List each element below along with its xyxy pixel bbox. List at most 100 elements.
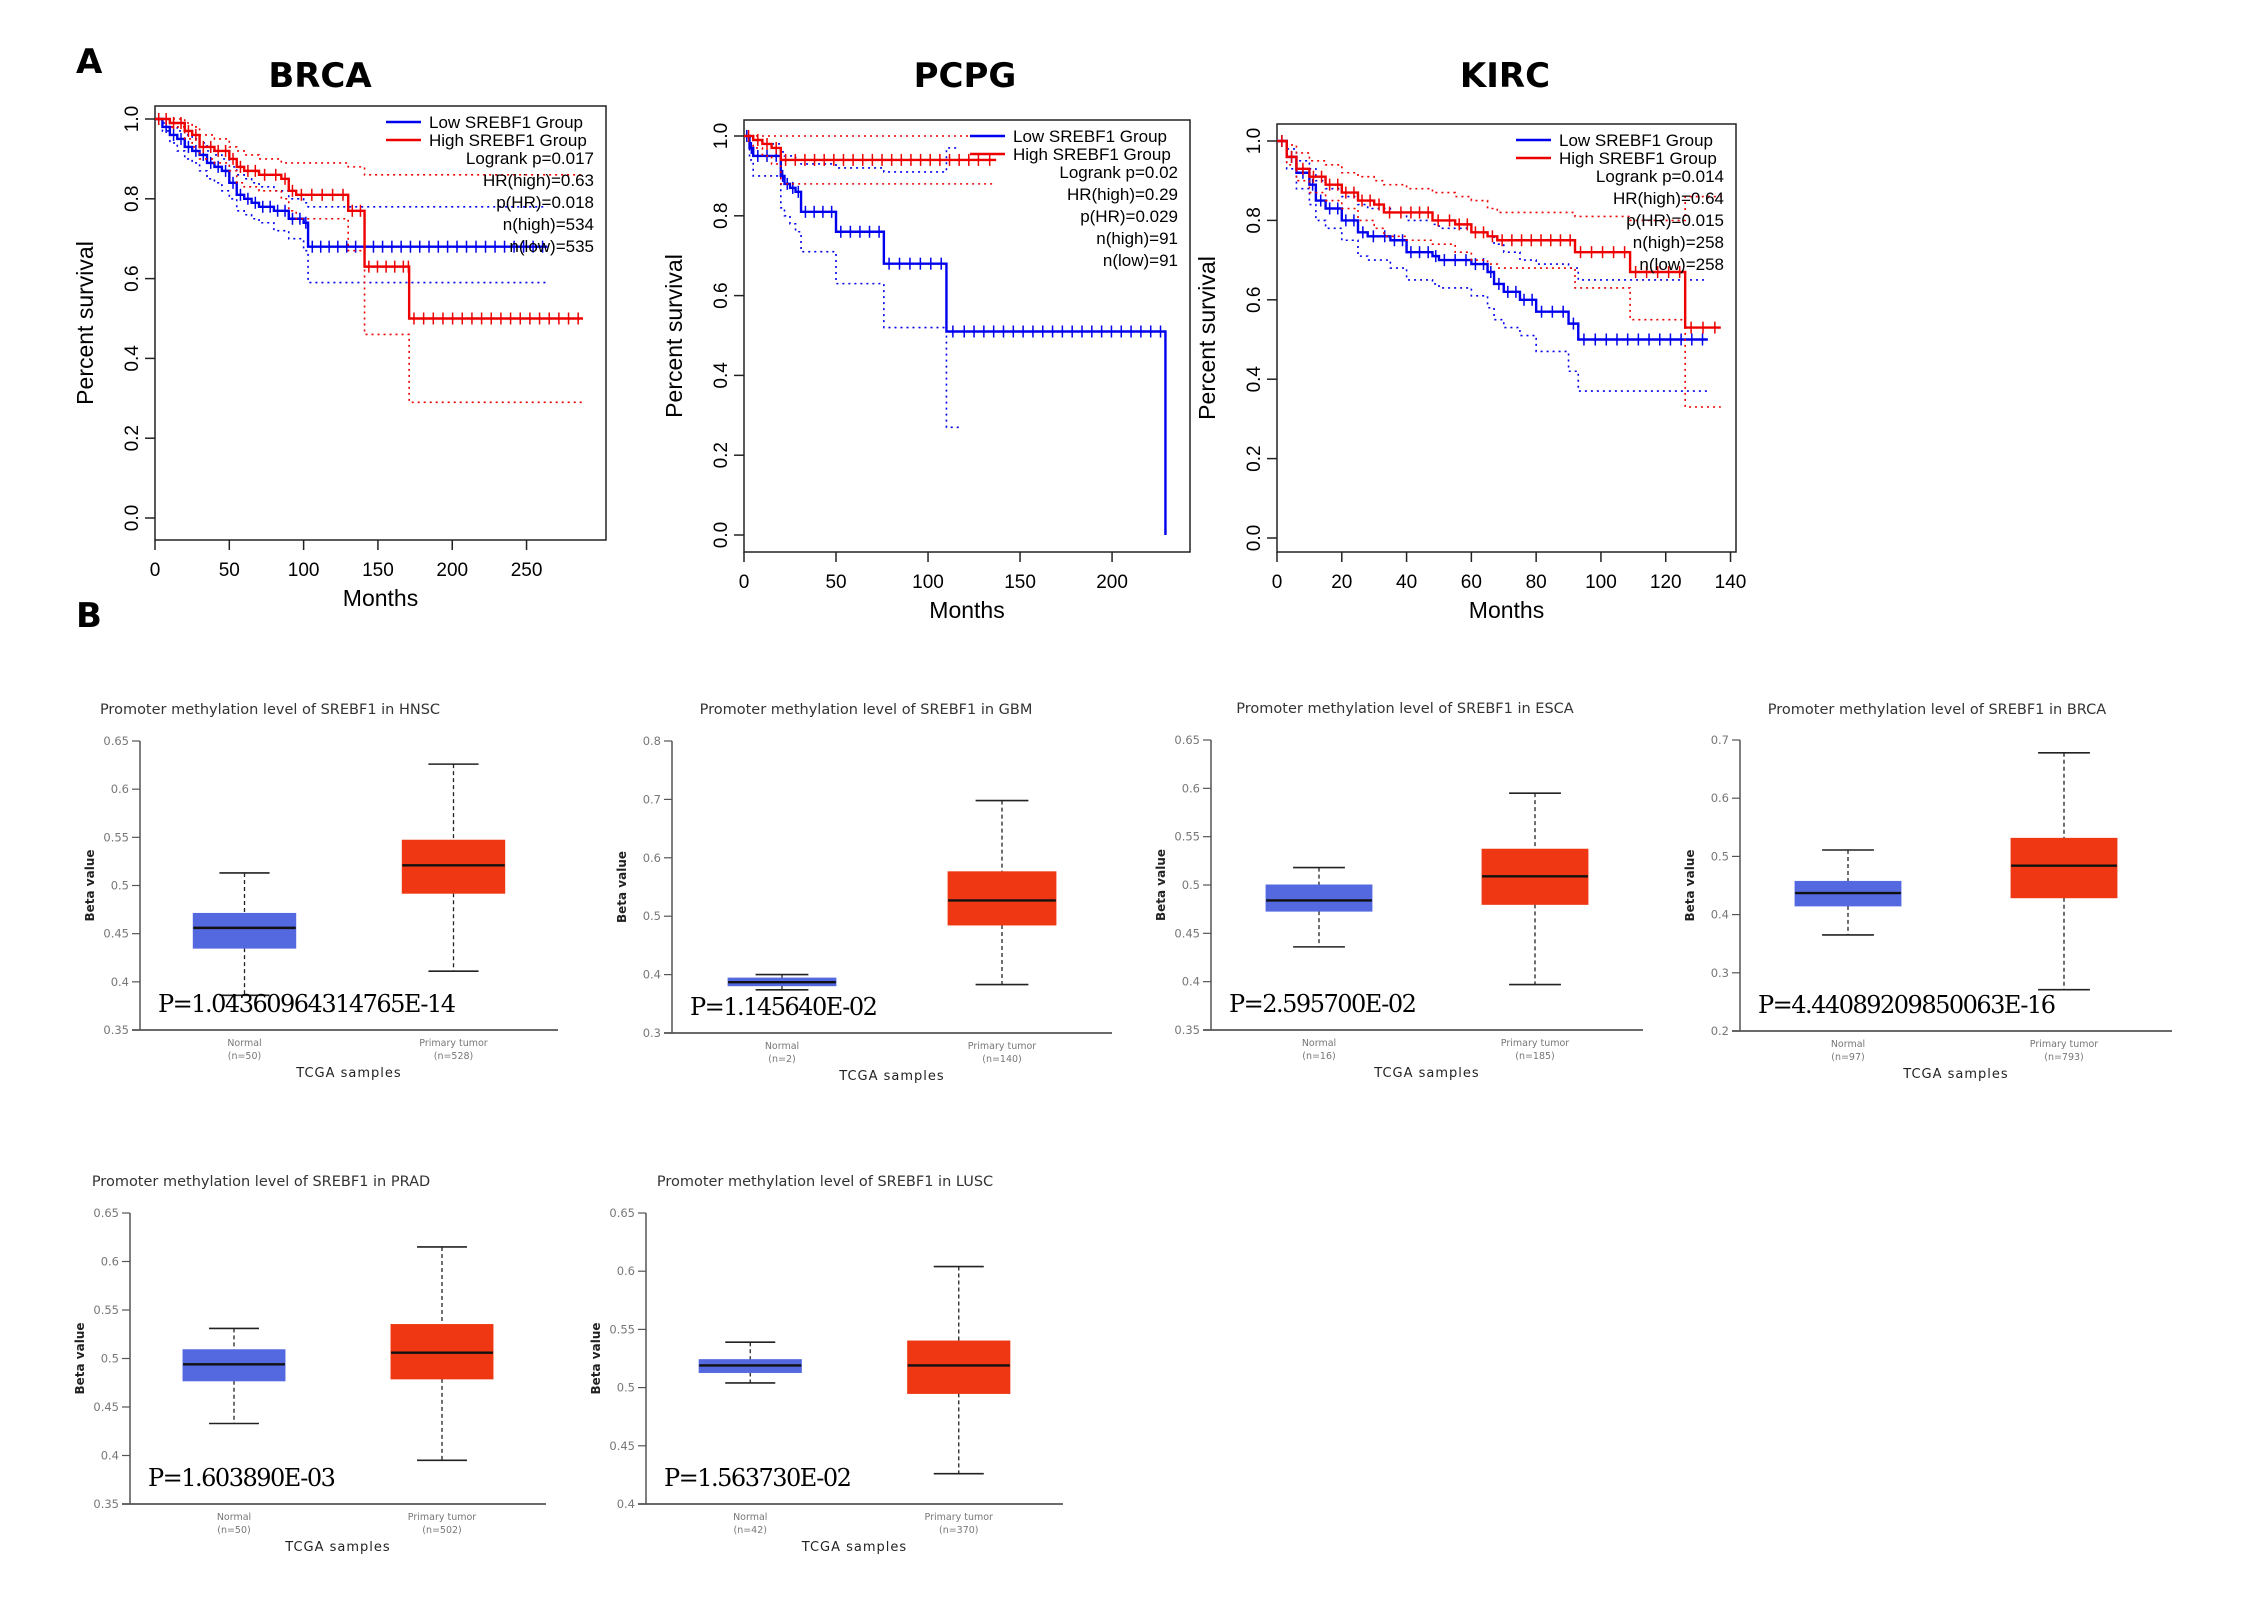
- stat-annotation: p(HR)=0.015: [1626, 211, 1724, 230]
- x-tick-label: 150: [362, 560, 394, 581]
- panel-label-a: A: [76, 42, 103, 82]
- y-tick-label: 0.65: [609, 1206, 635, 1220]
- x-tick-label: 0: [1272, 572, 1283, 593]
- category-label-tumor: Primary tumor: [925, 1512, 994, 1523]
- y-tick-label: 0.5: [617, 1381, 635, 1395]
- x-axis-label: TCGA samples: [838, 1069, 944, 1084]
- survival-curve-high: [744, 134, 997, 162]
- box-tumor: [401, 839, 506, 894]
- y-tick-label: 0.35: [93, 1497, 119, 1511]
- category-label-tumor: Primary tumor: [419, 1038, 488, 1049]
- p-value-annotation: P=1.04360964314765E-14: [158, 990, 456, 1018]
- x-axis-label: Months: [929, 597, 1004, 623]
- y-tick-label: 0.6: [101, 1255, 119, 1269]
- category-n-normal: (n=2): [768, 1054, 795, 1065]
- stat-annotation: HR(high)=0.63: [483, 171, 594, 190]
- km-title-brca: BRCA: [268, 56, 372, 96]
- y-tick-label: 0.2: [122, 425, 143, 451]
- stat-annotation: n(high)=258: [1633, 233, 1724, 252]
- stat-annotation: n(low)=91: [1103, 251, 1178, 270]
- box-chart-title: Promoter methylation level of SREBF1 in …: [1236, 701, 1574, 717]
- y-tick-label: 0.4: [101, 1449, 119, 1463]
- y-axis-label: Beta value: [83, 849, 97, 921]
- y-tick-label: 0.45: [93, 1400, 119, 1414]
- stat-annotation: n(low)=258: [1639, 255, 1724, 274]
- y-axis-label: Percent survival: [1194, 256, 1220, 420]
- category-label-normal: Normal: [227, 1038, 261, 1049]
- category-n-normal: (n=50): [228, 1051, 261, 1062]
- y-tick-label: 0.4: [617, 1497, 635, 1511]
- y-tick-label: 0.2: [711, 442, 732, 468]
- x-tick-label: 50: [219, 560, 240, 581]
- km-title-kirc: KIRC: [1459, 56, 1551, 96]
- y-axis-label: Beta value: [1154, 849, 1168, 921]
- box-tumor: [2010, 837, 2118, 899]
- legend-label-low: Low SREBF1 Group: [429, 113, 583, 132]
- category-label-normal: Normal: [1302, 1038, 1336, 1049]
- category-label-normal: Normal: [217, 1512, 251, 1523]
- x-tick-label: 20: [1331, 572, 1352, 593]
- plot-frame: [1276, 123, 1737, 553]
- category-n-tumor: (n=185): [1515, 1051, 1555, 1062]
- y-tick-label: 0.6: [643, 851, 661, 865]
- x-tick-label: 140: [1715, 572, 1747, 593]
- survival-curve-low: [1277, 139, 1708, 341]
- box-tumor: [907, 1340, 1011, 1394]
- category-n-normal: (n=50): [217, 1525, 250, 1536]
- y-tick-label: 0.4: [643, 968, 661, 982]
- x-tick-label: 250: [511, 560, 543, 581]
- y-tick-label: 0.8: [711, 203, 732, 229]
- y-tick-label: 1.0: [1244, 128, 1265, 154]
- p-value-annotation: P=1.563730E-02: [664, 1464, 850, 1492]
- y-axis-label: Beta value: [615, 851, 629, 923]
- box-chart-title: Promoter methylation level of SREBF1 in …: [657, 1174, 993, 1190]
- x-axis-label: TCGA samples: [1902, 1067, 2008, 1082]
- category-n-normal: (n=16): [1302, 1051, 1335, 1062]
- y-tick-label: 0.4: [711, 362, 732, 389]
- category-label-tumor: Primary tumor: [408, 1512, 477, 1523]
- y-tick-label: 0.65: [103, 734, 129, 748]
- y-tick-label: 0.4: [1182, 975, 1200, 989]
- y-tick-label: 0.6: [111, 782, 129, 796]
- x-tick-label: 80: [1526, 572, 1547, 593]
- y-tick-label: 0.4: [122, 345, 143, 372]
- box-chart-title: Promoter methylation level of SREBF1 in …: [1768, 702, 2106, 718]
- stat-annotation: Logrank p=0.02: [1059, 163, 1178, 182]
- y-tick-label: 0.65: [1174, 733, 1200, 747]
- box-chart-title: Promoter methylation level of SREBF1 in …: [700, 702, 1033, 718]
- box-normal: [1265, 884, 1373, 912]
- box-chart-title: Promoter methylation level of SREBF1 in …: [100, 702, 440, 718]
- ci-lower-low: [744, 135, 960, 429]
- y-tick-label: 0.5: [643, 909, 661, 923]
- ci-upper-high: [1277, 140, 1721, 222]
- y-axis-label: Percent survival: [72, 241, 98, 405]
- y-axis-label: Percent survival: [661, 254, 687, 418]
- legend-label-high: High SREBF1 Group: [1559, 149, 1717, 168]
- y-tick-label: 0.7: [643, 792, 661, 806]
- legend-label-low: Low SREBF1 Group: [1013, 127, 1167, 146]
- y-tick-label: 0.55: [103, 830, 129, 844]
- y-axis-label: Beta value: [1683, 849, 1697, 921]
- panel-label-b: B: [76, 596, 102, 636]
- stat-annotation: HR(high)=0.29: [1067, 185, 1178, 204]
- x-axis-label: TCGA samples: [284, 1540, 390, 1555]
- x-tick-label: 100: [912, 572, 944, 593]
- stat-annotation: Logrank p=0.017: [466, 149, 594, 168]
- y-tick-label: 0.6: [617, 1264, 635, 1278]
- p-value-annotation: P=4.44089209850063E-16: [1758, 991, 2055, 1019]
- x-tick-label: 0: [150, 560, 161, 581]
- legend-label-high: High SREBF1 Group: [429, 131, 587, 150]
- x-tick-label: 60: [1461, 572, 1482, 593]
- box-tumor: [947, 871, 1057, 926]
- category-n-tumor: (n=528): [434, 1051, 474, 1062]
- y-tick-label: 0.0: [122, 505, 143, 531]
- y-tick-label: 0.6: [711, 282, 732, 308]
- survival-curve-low: [744, 134, 1167, 535]
- y-tick-label: 0.35: [103, 1023, 129, 1037]
- category-label-normal: Normal: [1831, 1039, 1865, 1050]
- y-tick-label: 0.5: [111, 879, 129, 893]
